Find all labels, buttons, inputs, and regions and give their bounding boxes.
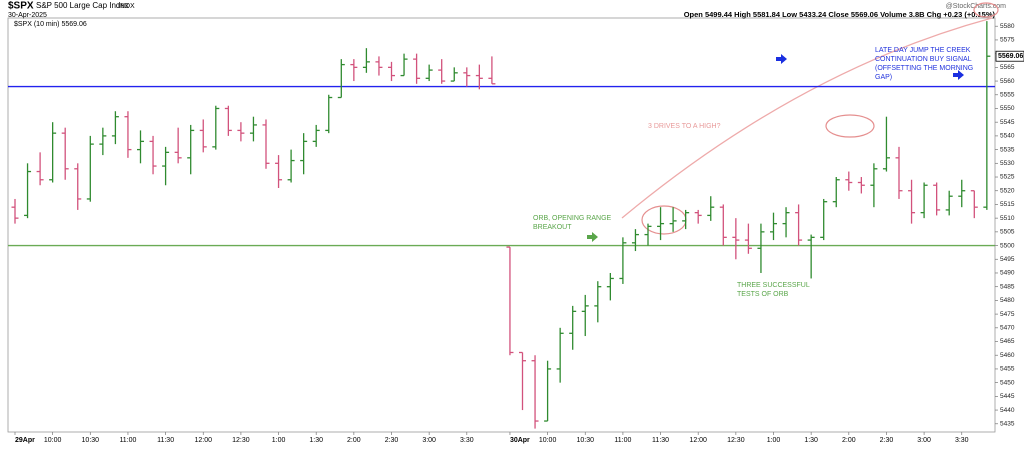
x-tick-label: 11:00	[614, 437, 631, 444]
x-tick-label: 3:00	[917, 437, 931, 444]
y-tick-label: 5455	[1000, 366, 1015, 373]
x-tick-label: 1:30	[804, 437, 818, 444]
x-tick-label: 10:30	[576, 437, 594, 444]
y-tick-label: 5535	[1000, 146, 1015, 153]
arrow	[587, 232, 598, 242]
y-tick-label: 5450	[1000, 379, 1015, 386]
x-tick-label: 12:00	[194, 437, 212, 444]
y-tick-label: 5555	[1000, 91, 1015, 98]
x-tick-label: 3:00	[422, 437, 436, 444]
x-tick-label: 12:30	[232, 437, 250, 444]
plot-frame	[7, 17, 996, 433]
annotation: 3 DRIVES TO A HIGH?	[648, 123, 721, 130]
y-tick-label: 5575	[1000, 37, 1015, 44]
x-tick-label: 11:30	[157, 437, 174, 444]
subtitle: S&P 500 Large Cap Index	[36, 1, 129, 10]
drive-ellipse	[973, 2, 999, 18]
annotation: TESTS OF ORB	[737, 291, 789, 298]
y-tick-label: 5520	[1000, 187, 1015, 194]
y-tick-label: 5460	[1000, 352, 1015, 359]
x-tick-label: 1:00	[767, 437, 781, 444]
arrow	[953, 70, 964, 80]
x-tick-label: 11:00	[119, 437, 136, 444]
x-tick-label: 10:30	[82, 437, 100, 444]
annotation: ORB, OPENING RANGE	[533, 215, 612, 222]
y-tick-label: 5495	[1000, 256, 1015, 263]
exchange: INDX	[118, 3, 135, 10]
x-tick-label: 10:00	[539, 437, 557, 444]
last-price-label: 5569.06	[998, 53, 1023, 60]
y-tick-label: 5550	[1000, 105, 1015, 112]
y-tick-label: 5540	[1000, 133, 1015, 140]
y-tick-label: 5515	[1000, 201, 1015, 208]
x-tick-label: 3:30	[460, 437, 474, 444]
x-tick-label: 2:00	[842, 437, 856, 444]
x-tick-label: 2:00	[347, 437, 361, 444]
annotation: (OFFSETTING THE MORNING	[875, 65, 973, 72]
x-tick-label: 12:30	[727, 437, 745, 444]
y-tick-label: 5530	[1000, 160, 1015, 167]
x-tick-label: 1:00	[272, 437, 286, 444]
y-tick-label: 5505	[1000, 229, 1015, 236]
annotation: LATE DAY JUMP THE CREEK	[875, 47, 971, 54]
annotation: GAP)	[875, 74, 892, 81]
x-tick-label: 2:30	[385, 437, 399, 444]
y-tick-label: 5500	[1000, 242, 1015, 249]
x-tick-label: 1:30	[309, 437, 323, 444]
trend-arc	[621, 17, 993, 219]
y-tick-label: 5440	[1000, 407, 1015, 414]
y-tick-label: 5490	[1000, 270, 1015, 277]
y-tick-label: 5485	[1000, 283, 1015, 290]
drive-ellipse	[825, 114, 875, 138]
symbol: $SPX	[8, 1, 34, 12]
y-tick-label: 5435	[1000, 420, 1015, 427]
y-tick-label: 5565	[1000, 64, 1015, 71]
x-tick-label: 12:00	[689, 437, 707, 444]
legend-label: $SPX (10 min) 5569.06	[14, 21, 87, 28]
y-tick-label: 5480	[1000, 297, 1015, 304]
y-tick-label: 5560	[1000, 78, 1015, 85]
y-tick-label: 5475	[1000, 311, 1015, 318]
annotation: BREAKOUT	[533, 224, 572, 231]
arrow	[776, 54, 787, 64]
date: 30-Apr-2025	[8, 12, 47, 19]
y-tick-label: 5545	[1000, 119, 1015, 126]
quote: Open 5499.44 High 5581.84 Low 5433.24 Cl…	[684, 10, 996, 19]
x-tick-label: 30Apr	[510, 437, 530, 444]
y-tick-label: 5510	[1000, 215, 1015, 222]
x-tick-label: 11:30	[652, 437, 669, 444]
y-tick-label: 5580	[1000, 23, 1015, 30]
annotation-shapes	[587, 2, 999, 242]
last-price-box	[995, 50, 1024, 62]
y-tick-label: 5470	[1000, 325, 1015, 332]
x-tick-label: 3:30	[955, 437, 969, 444]
y-tick-label: 5525	[1000, 174, 1015, 181]
x-tick-label: 29Apr	[15, 437, 35, 444]
annotation: CONTINUATION BUY SIGNAL	[875, 56, 972, 63]
x-tick-label: 10:00	[44, 437, 62, 444]
y-tick-label: 5465	[1000, 338, 1015, 345]
y-tick-label: 5445	[1000, 393, 1015, 400]
x-tick-label: 2:30	[880, 437, 894, 444]
annotation: THREE SUCCESSFUL	[737, 282, 810, 289]
